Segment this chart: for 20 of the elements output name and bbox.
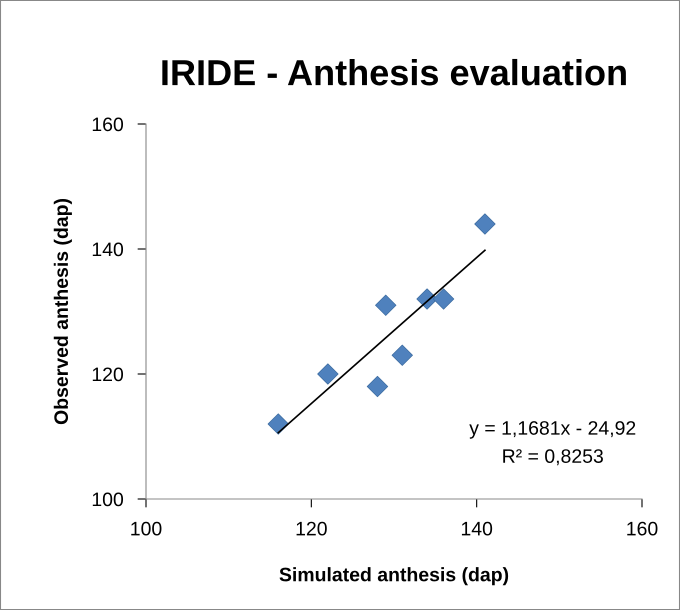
- y-tick-label: 100: [92, 492, 124, 506]
- annotation: y = 1,1681x - 24,92: [469, 421, 636, 439]
- y-tick-label: 120: [92, 367, 124, 382]
- x-tick-label: 120: [296, 522, 327, 536]
- point: [317, 363, 339, 385]
- point: [392, 344, 413, 366]
- point: [432, 288, 454, 310]
- point: [474, 213, 496, 235]
- y-tick-label: 140: [92, 242, 124, 256]
- x-tick-label: 100: [131, 522, 162, 536]
- point: [366, 376, 388, 398]
- y-axis-title: Observed anthesis (dap): [54, 199, 72, 424]
- x-tick-label: 160: [627, 522, 658, 536]
- y-tick-label: 160: [92, 117, 124, 132]
- chart-title: IRIDE - Anthesis evaluation: [162, 58, 626, 86]
- point: [375, 294, 396, 316]
- point: [268, 413, 289, 435]
- x-axis-title: Simulated anthesis (dap): [280, 567, 508, 586]
- annotation: R² = 0,8253: [503, 449, 603, 466]
- x-tick-label: 140: [462, 522, 492, 536]
